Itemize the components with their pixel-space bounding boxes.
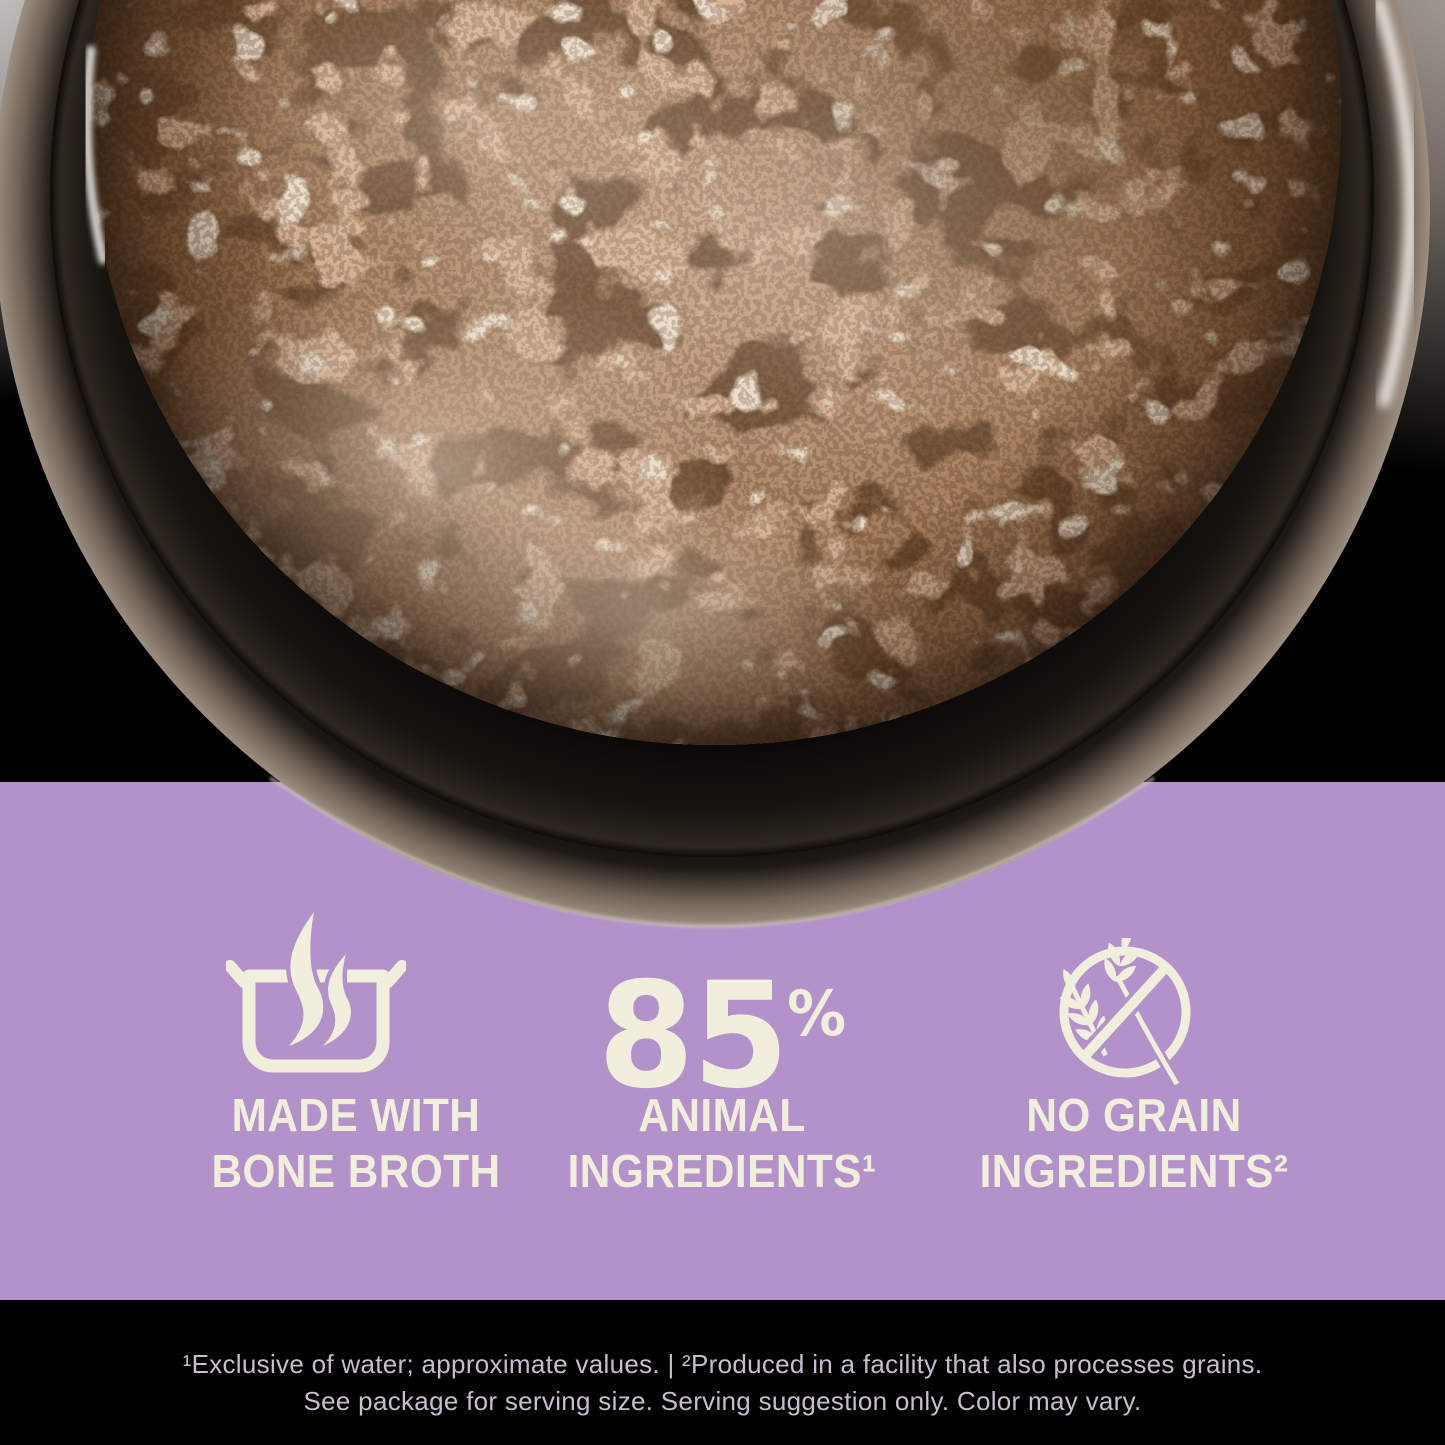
pot-body [242, 969, 390, 1073]
wheat-stem-right [1114, 974, 1180, 1086]
wheat-stalk-left [1059, 969, 1108, 1057]
pot-steam-icon [226, 907, 406, 1073]
feature-line: NO GRAIN [1026, 1089, 1242, 1141]
stat-value: 85 [597, 951, 789, 1121]
no-grain-icon [1059, 938, 1191, 1087]
feature-no-grain-label: NO GRAIN INGREDIENTS² [904, 1087, 1364, 1199]
feature-animal-ingredients-label: ANIMAL INGREDIENTS¹ [492, 1087, 952, 1199]
prohibition-circle [1059, 946, 1191, 1078]
steam-wisp-small [318, 949, 356, 1051]
stat-percent-sign: % [787, 977, 847, 1050]
feature-bone-broth-label: MADE WITH BONE BROTH [126, 1087, 586, 1199]
pot-handle-right [382, 960, 406, 988]
steam-wisp-large [284, 907, 328, 1051]
feature-line: MADE WITH [231, 1089, 481, 1141]
pot-handle-left [226, 960, 250, 988]
product-photo: Top-down photo of a black bowl filled wi… [0, 0, 1445, 928]
feature-line: INGREDIENTS² [979, 1145, 1289, 1197]
feature-line: BONE BROTH [211, 1145, 501, 1197]
bowl-bottom-rim-light [269, 776, 1155, 928]
feature-line: INGREDIENTS¹ [567, 1145, 877, 1197]
feature-line: ANIMAL [638, 1089, 806, 1141]
food-edge-vignette [89, 0, 1341, 745]
left-rim-highlight [82, 45, 108, 265]
right-rim-highlight [1372, 0, 1418, 408]
footnote-line-1: ¹Exclusive of water; approximate values.… [182, 1349, 1263, 1379]
slash [1080, 963, 1170, 1061]
footnotes: ¹Exclusive of water; approximate values.… [0, 1346, 1445, 1420]
wheat-stalk-right [1104, 938, 1140, 982]
footnote-line-2: See package for serving size. Serving su… [303, 1386, 1142, 1416]
food-surface [89, 0, 1341, 745]
stat-85-percent: 85% [485, 941, 960, 1109]
